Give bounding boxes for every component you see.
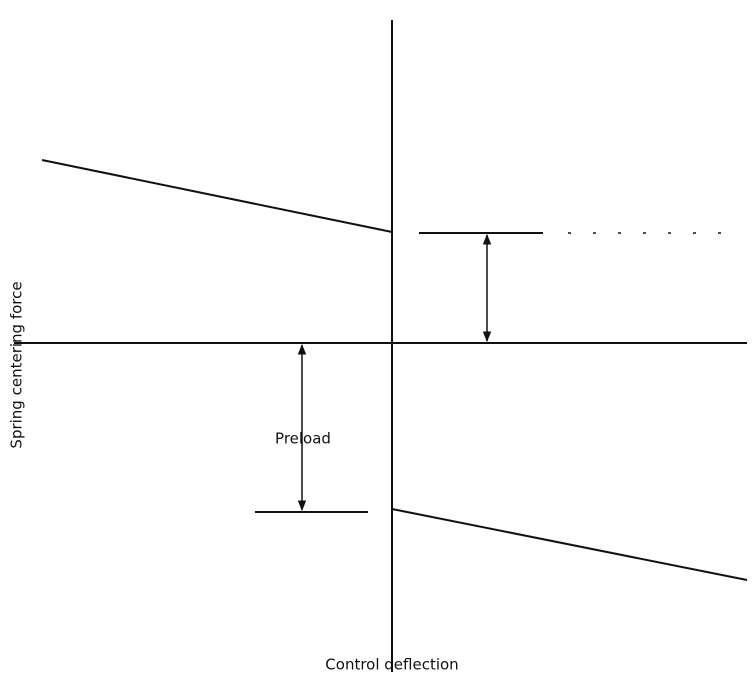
lower-force-line: [391, 508, 748, 581]
y-axis-label: Spring centering force: [8, 281, 26, 448]
x-axis-label: Control deflection: [325, 656, 458, 674]
upper-force-line: [41, 159, 393, 233]
preload-label: Preload: [275, 430, 331, 448]
